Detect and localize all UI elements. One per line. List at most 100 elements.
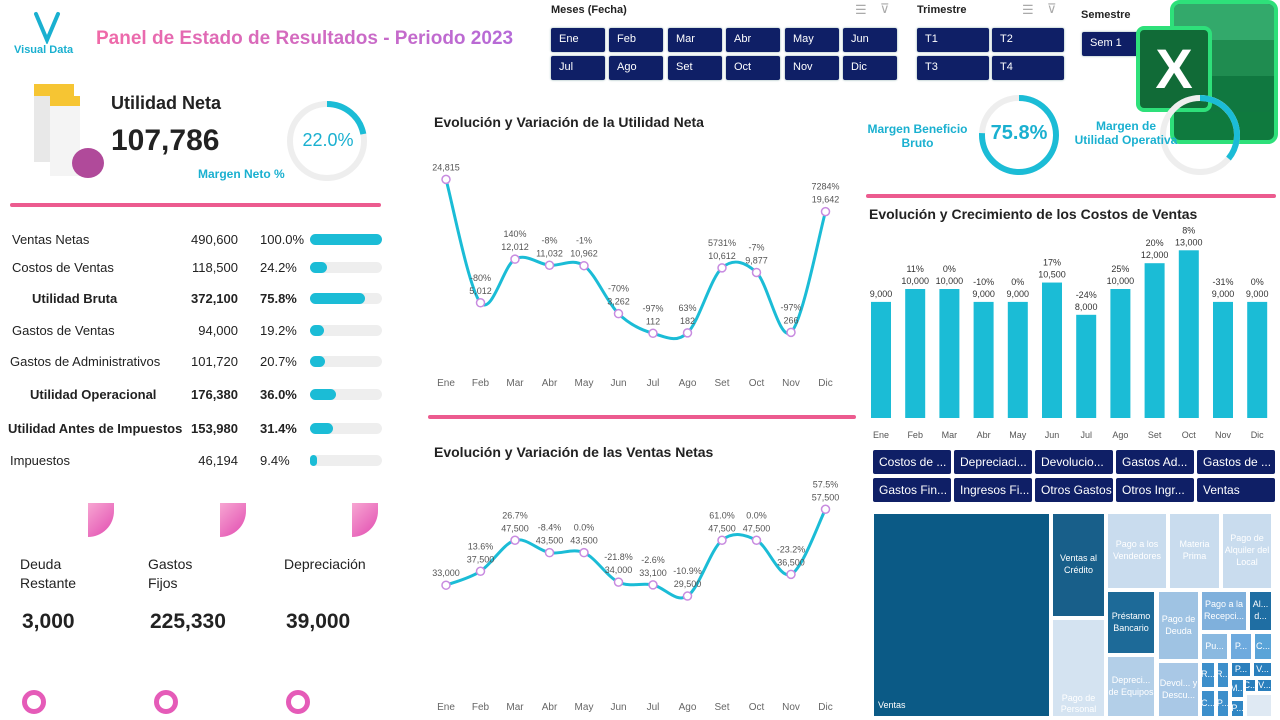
data-point[interactable] [682, 328, 693, 338]
data-point[interactable] [648, 328, 658, 339]
data-point[interactable] [751, 535, 762, 545]
treemap-tile[interactable]: P... [1231, 662, 1251, 677]
data-point[interactable] [475, 566, 486, 576]
data-point[interactable] [441, 580, 451, 590]
treemap-tile[interactable]: Depreci... de Equipos [1107, 656, 1155, 717]
treemap-tile[interactable]: P... [1231, 700, 1244, 717]
treemap-tile[interactable]: Pago a la Recepci... [1201, 591, 1247, 631]
cost-category-button[interactable]: Costos de ... [873, 450, 951, 474]
treemap-label: M... [1231, 682, 1243, 693]
data-point[interactable] [682, 591, 693, 601]
data-point[interactable] [786, 569, 796, 580]
data-point[interactable] [648, 580, 658, 590]
treemap-tile[interactable]: Pago de Alquiler del Local [1222, 513, 1272, 589]
cost-category-button[interactable]: Otros Gastos [1035, 478, 1113, 502]
treemap-tile[interactable] [1246, 694, 1272, 717]
slicer-button-month[interactable]: Dic [843, 56, 897, 80]
slicer-button-quarter[interactable]: T3 [917, 56, 989, 80]
data-point[interactable] [820, 206, 831, 217]
treemap-tile[interactable]: Al... d... [1249, 591, 1272, 631]
slicer-button-month[interactable]: Oct [726, 56, 780, 80]
cost-category-button[interactable]: Ventas [1197, 478, 1275, 502]
data-point[interactable] [613, 577, 624, 587]
slicer-button-quarter[interactable]: T1 [917, 28, 989, 52]
treemap-tile[interactable]: Pu... [1201, 633, 1228, 660]
bar[interactable] [1178, 250, 1199, 418]
slicer-button-month[interactable]: May [785, 28, 839, 52]
x-tick-label: Set [714, 378, 729, 389]
data-point[interactable] [579, 547, 589, 558]
treemap-tile[interactable]: Pago de Personal [1052, 619, 1105, 717]
treemap-tile[interactable]: M... [1231, 679, 1244, 698]
slicer-button-month[interactable]: Set [668, 56, 722, 80]
clear-filter-icon[interactable]: ⊽ [880, 1, 890, 16]
treemap-tile[interactable]: Ventas al Crédito [1052, 513, 1105, 617]
treemap-label: Pu... [1205, 640, 1224, 651]
bar[interactable] [1076, 314, 1097, 418]
treemap-tile[interactable]: R... [1217, 662, 1229, 688]
treemap-tile[interactable]: C... [1245, 679, 1256, 692]
slicer-button-month[interactable]: Mar [668, 28, 722, 52]
data-point[interactable] [544, 260, 555, 271]
treemap-tile[interactable]: Pago a los Vendedores [1107, 513, 1167, 589]
bar[interactable] [1042, 282, 1062, 418]
bar[interactable] [1213, 301, 1233, 418]
bar[interactable] [939, 289, 960, 418]
cost-category-button[interactable]: Depreciaci... [954, 450, 1032, 474]
data-point[interactable] [510, 254, 520, 264]
cost-category-button[interactable]: Otros Ingr... [1116, 478, 1194, 502]
multi-select-icon[interactable]: ☰ [855, 2, 867, 17]
bar[interactable] [871, 301, 891, 418]
treemap-tile[interactable]: Materia Prima [1169, 513, 1220, 589]
bar[interactable] [1144, 263, 1165, 418]
data-label: 12,000 [1141, 250, 1169, 260]
data-point[interactable] [579, 260, 589, 271]
slicer-button-month[interactable]: Nov [785, 56, 839, 80]
cost-category-button[interactable]: Ingresos Fi... [954, 478, 1032, 502]
treemap-tile[interactable]: P... [1230, 633, 1252, 660]
slicer-button-quarter[interactable]: T2 [992, 28, 1064, 52]
treemap-tile[interactable]: Devol... y Descu... [1158, 662, 1199, 717]
slicer-button-month[interactable]: Jun [843, 28, 897, 52]
semester-slicer-title: Semestre [1081, 9, 1131, 21]
x-tick-label: Abr [542, 378, 558, 389]
treemap-tile[interactable]: P... [1217, 690, 1229, 717]
data-point[interactable] [717, 535, 727, 545]
data-point[interactable] [751, 267, 762, 278]
treemap-tile[interactable]: Ventas [873, 513, 1050, 717]
variation-label: 5731% [708, 238, 736, 248]
bar[interactable] [1007, 301, 1028, 418]
data-point[interactable] [613, 308, 624, 319]
slicer-button-month[interactable]: Ene [551, 28, 605, 52]
data-point[interactable] [441, 174, 451, 185]
bar[interactable] [973, 301, 994, 418]
data-point[interactable] [510, 535, 520, 545]
cost-category-button[interactable]: Devolucio... [1035, 450, 1113, 474]
data-point[interactable] [820, 504, 831, 514]
slicer-button-month[interactable]: Abr [726, 28, 780, 52]
slicer-button-quarter[interactable]: T4 [992, 56, 1064, 80]
cost-category-button[interactable]: Gastos de ... [1197, 450, 1275, 474]
slicer-button-month[interactable]: Feb [609, 28, 663, 52]
bar[interactable] [1247, 301, 1268, 418]
data-point[interactable] [786, 327, 796, 338]
cost-category-button[interactable]: Gastos Fin... [873, 478, 951, 502]
treemap-tile[interactable]: Préstamo Bancario [1107, 591, 1155, 654]
treemap-tile[interactable]: Pago de Deuda [1158, 591, 1199, 660]
bar[interactable] [905, 289, 926, 418]
gross-margin-label: Margen Beneficio Bruto [867, 122, 968, 150]
data-point[interactable] [544, 547, 555, 558]
slicer-button-month[interactable]: Ago [609, 56, 663, 80]
clear-filter-icon[interactable]: ⊽ [1047, 1, 1057, 16]
data-point[interactable] [717, 263, 727, 273]
treemap-tile[interactable]: V... [1253, 662, 1272, 677]
cost-category-button[interactable]: Gastos Ad... [1116, 450, 1194, 474]
multi-select-icon[interactable]: ☰ [1022, 2, 1034, 17]
treemap-tile[interactable]: C... [1201, 690, 1215, 717]
treemap-tile[interactable]: C... [1254, 633, 1272, 660]
bar[interactable] [1110, 289, 1131, 418]
treemap-tile[interactable]: V... [1257, 679, 1272, 692]
slicer-button-month[interactable]: Jul [551, 56, 605, 80]
treemap-tile[interactable]: R... [1201, 662, 1215, 688]
data-point[interactable] [475, 298, 486, 308]
